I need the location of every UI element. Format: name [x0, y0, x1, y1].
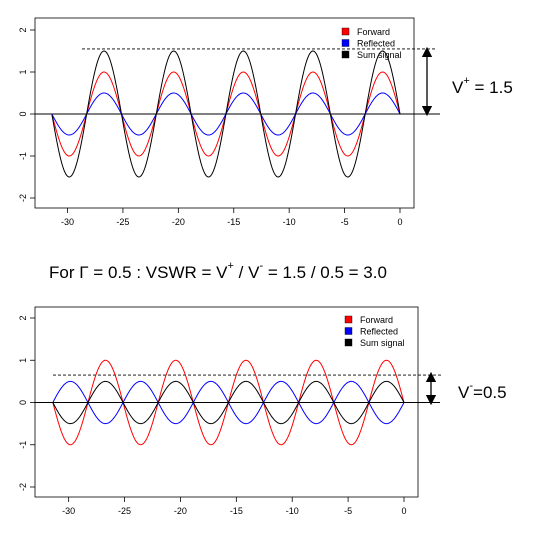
- x-tick-label: 0: [401, 506, 406, 516]
- x-tick-label: -5: [341, 217, 349, 227]
- y-tick-label: 1: [18, 69, 28, 74]
- x-tick-label: 0: [397, 217, 402, 227]
- legend-swatch-sum: [344, 338, 353, 347]
- x-tick-label: -10: [286, 506, 299, 516]
- legend-swatch-reflected: [344, 327, 353, 335]
- top-amplitude-annotation: V+ = 1.5: [421, 46, 513, 117]
- y-tick-label: 0: [18, 111, 28, 116]
- legend-label-sum: Sum signal: [360, 338, 405, 348]
- series-line-sum: [51, 50, 401, 178]
- x-tick-label: -10: [283, 217, 296, 227]
- legend-label-reflected: Reflected: [357, 39, 395, 49]
- x-tick-label: -30: [61, 217, 74, 227]
- x-tick-label: -30: [62, 506, 75, 516]
- x-tick-label: -20: [174, 506, 187, 516]
- bottom-amplitude-label: V-=0.5: [458, 380, 507, 402]
- x-tick-label: -25: [118, 506, 131, 516]
- y-tick-label: 1: [18, 358, 28, 363]
- top-amplitude-label: V+ = 1.5: [452, 75, 513, 97]
- legend-swatch-forward: [344, 315, 353, 324]
- legend-swatch-sum: [341, 50, 350, 59]
- x-tick-label: -15: [227, 217, 240, 227]
- y-tick-label: -2: [18, 483, 28, 491]
- legend-label-reflected: Reflected: [360, 327, 398, 337]
- legend-label-sum: Sum signal: [357, 50, 402, 60]
- bottom-amplitude-annotation: V-=0.5: [425, 371, 507, 406]
- y-tick-label: -1: [18, 441, 28, 449]
- y-tick-label: 0: [18, 400, 28, 405]
- x-tick-label: -5: [344, 506, 352, 516]
- plot-frame: [34, 17, 415, 209]
- legend-label-forward: Forward: [360, 315, 393, 325]
- x-tick-label: -20: [172, 217, 185, 227]
- legend-swatch-forward: [341, 27, 350, 36]
- y-tick-label: -2: [18, 194, 28, 202]
- x-tick-label: -15: [230, 506, 243, 516]
- y-tick-label: -1: [18, 152, 28, 160]
- legend-label-forward: Forward: [357, 27, 390, 37]
- legend-swatch-reflected: [341, 39, 350, 47]
- vswr-formula: For Γ = 0.5 : VSWR = V+ / V- = 1.5 / 0.5…: [49, 260, 387, 282]
- x-tick-label: -25: [116, 217, 129, 227]
- y-tick-label: 2: [18, 315, 28, 320]
- series-line-sum: [52, 380, 405, 425]
- y-tick-label: 2: [18, 27, 28, 32]
